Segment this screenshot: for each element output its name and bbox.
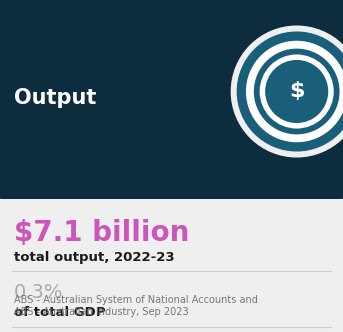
Circle shape — [265, 60, 328, 123]
Text: 0.3%: 0.3% — [14, 284, 63, 302]
Text: Output: Output — [14, 88, 96, 108]
Circle shape — [237, 32, 343, 151]
Text: of total GDP: of total GDP — [14, 306, 106, 319]
Text: ABS - Australian Industry, Sep 2023: ABS - Australian Industry, Sep 2023 — [14, 307, 189, 317]
Text: total output, 2022-23: total output, 2022-23 — [14, 251, 175, 264]
Text: $: $ — [289, 81, 305, 102]
FancyBboxPatch shape — [2, 0, 341, 187]
Circle shape — [246, 41, 343, 142]
Circle shape — [231, 26, 343, 157]
Circle shape — [260, 54, 334, 128]
Circle shape — [254, 48, 340, 134]
Text: $7.1 billion: $7.1 billion — [14, 219, 189, 247]
FancyBboxPatch shape — [0, 0, 343, 199]
Text: ABS - Australian System of National Accounts and: ABS - Australian System of National Acco… — [14, 295, 258, 305]
